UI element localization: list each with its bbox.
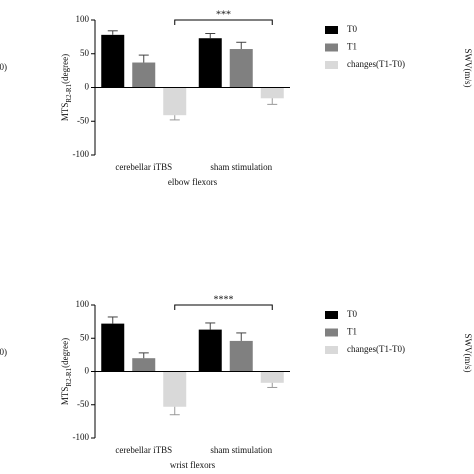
bar: [163, 371, 187, 407]
error-bar: [267, 98, 278, 105]
x-axis-label: wrist flexors: [170, 460, 216, 470]
y-tick-label: -100: [73, 149, 90, 159]
error-bar: [169, 406, 180, 416]
error-bar: [138, 54, 149, 63]
y-tick-label: -50: [77, 399, 89, 409]
y-label-sub: R2-R1: [65, 83, 73, 102]
legend-swatch: [325, 26, 338, 34]
bar: [132, 62, 156, 88]
y-tick-label: 50: [80, 48, 90, 58]
y-label-unit: (degree): [60, 54, 70, 84]
y-axis-label: MTSR2-R1(degree): [60, 54, 73, 121]
x-tick-label: cerebellar iTBS: [115, 162, 172, 172]
x-tick-label: sham stimulation: [210, 445, 272, 455]
significance-bracket: [174, 19, 273, 25]
y-axis-label: MTSR2-R1(degree): [60, 338, 73, 405]
significance-label: ****: [214, 294, 234, 305]
bar: [132, 358, 156, 372]
error-bar: [267, 382, 278, 388]
bar: [163, 87, 187, 116]
y-label-sub: R2-R1: [65, 367, 73, 386]
y-tick-label: -50: [77, 115, 89, 125]
bar: [198, 38, 222, 88]
legend-label: changes(T1-T0): [347, 344, 405, 354]
significance-label: ***: [216, 9, 231, 20]
legend-swatch: [325, 328, 338, 337]
legend-label: T0: [347, 24, 357, 34]
bar: [229, 49, 253, 88]
left-fragment: T0): [0, 62, 7, 72]
y-tick-label: 0: [85, 82, 90, 92]
bar: [198, 329, 222, 372]
error-bar: [107, 316, 118, 324]
x-tick-label: sham stimulation: [210, 162, 272, 172]
legend-swatch: [325, 311, 338, 319]
legend-swatch: [325, 346, 338, 354]
significance-bracket: [174, 304, 273, 310]
legend-swatch: [325, 43, 338, 52]
y-tick-label: 100: [76, 14, 90, 24]
y-label-main: MTS: [60, 387, 70, 406]
legend-label: T1: [347, 42, 357, 52]
x-axis-label: elbow flexors: [168, 177, 218, 187]
error-bar: [205, 322, 216, 330]
error-bar: [236, 332, 247, 341]
error-bar: [138, 352, 149, 359]
bar: [101, 323, 125, 372]
y-tick-label: 50: [80, 332, 90, 342]
y-tick-label: -100: [73, 432, 90, 442]
bar: [101, 34, 125, 88]
legend-label: changes(T1-T0): [347, 59, 405, 69]
x-tick-label: cerebellar iTBS: [115, 445, 172, 455]
legend-swatch: [325, 61, 338, 69]
right-fragment: SWV(m/s): [463, 49, 473, 88]
error-bar: [107, 30, 118, 35]
y-tick-label: 0: [85, 366, 90, 376]
bar: [260, 87, 284, 99]
error-bar: [169, 115, 180, 121]
error-bar: [236, 41, 247, 50]
legend-label: T0: [347, 309, 357, 319]
right-fragment: SWV(m/s): [463, 334, 473, 373]
y-label-unit: (degree): [60, 338, 70, 368]
left-fragment: T0): [0, 347, 7, 357]
error-bar: [205, 33, 216, 39]
y-label-main: MTS: [60, 103, 70, 122]
bar: [229, 340, 253, 372]
legend-label: T1: [347, 327, 357, 337]
y-tick-label: 100: [76, 299, 90, 309]
bar: [260, 371, 284, 383]
